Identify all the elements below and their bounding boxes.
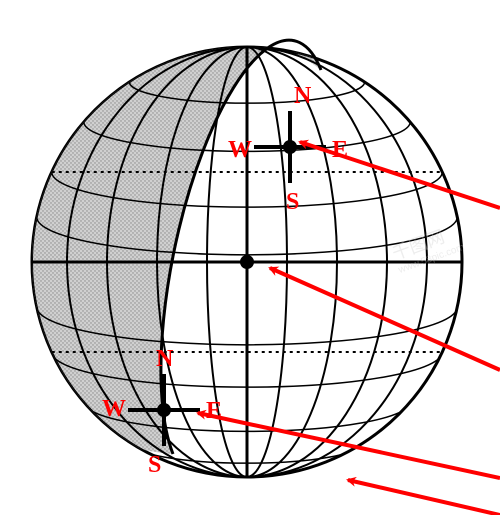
label-n: N xyxy=(156,346,174,372)
label-e: E xyxy=(206,398,222,424)
point-center xyxy=(240,255,254,269)
label-n: N xyxy=(294,83,312,109)
point-lower xyxy=(157,403,171,417)
label-w: W xyxy=(102,396,126,422)
callout-arrow xyxy=(348,480,500,515)
label-s: S xyxy=(148,452,161,478)
globe-diagram: NSEW NSEW 千图网www.58pic.com xyxy=(0,0,500,515)
label-w: W xyxy=(228,137,252,163)
point-upper xyxy=(283,140,297,154)
label-s: S xyxy=(286,189,299,215)
